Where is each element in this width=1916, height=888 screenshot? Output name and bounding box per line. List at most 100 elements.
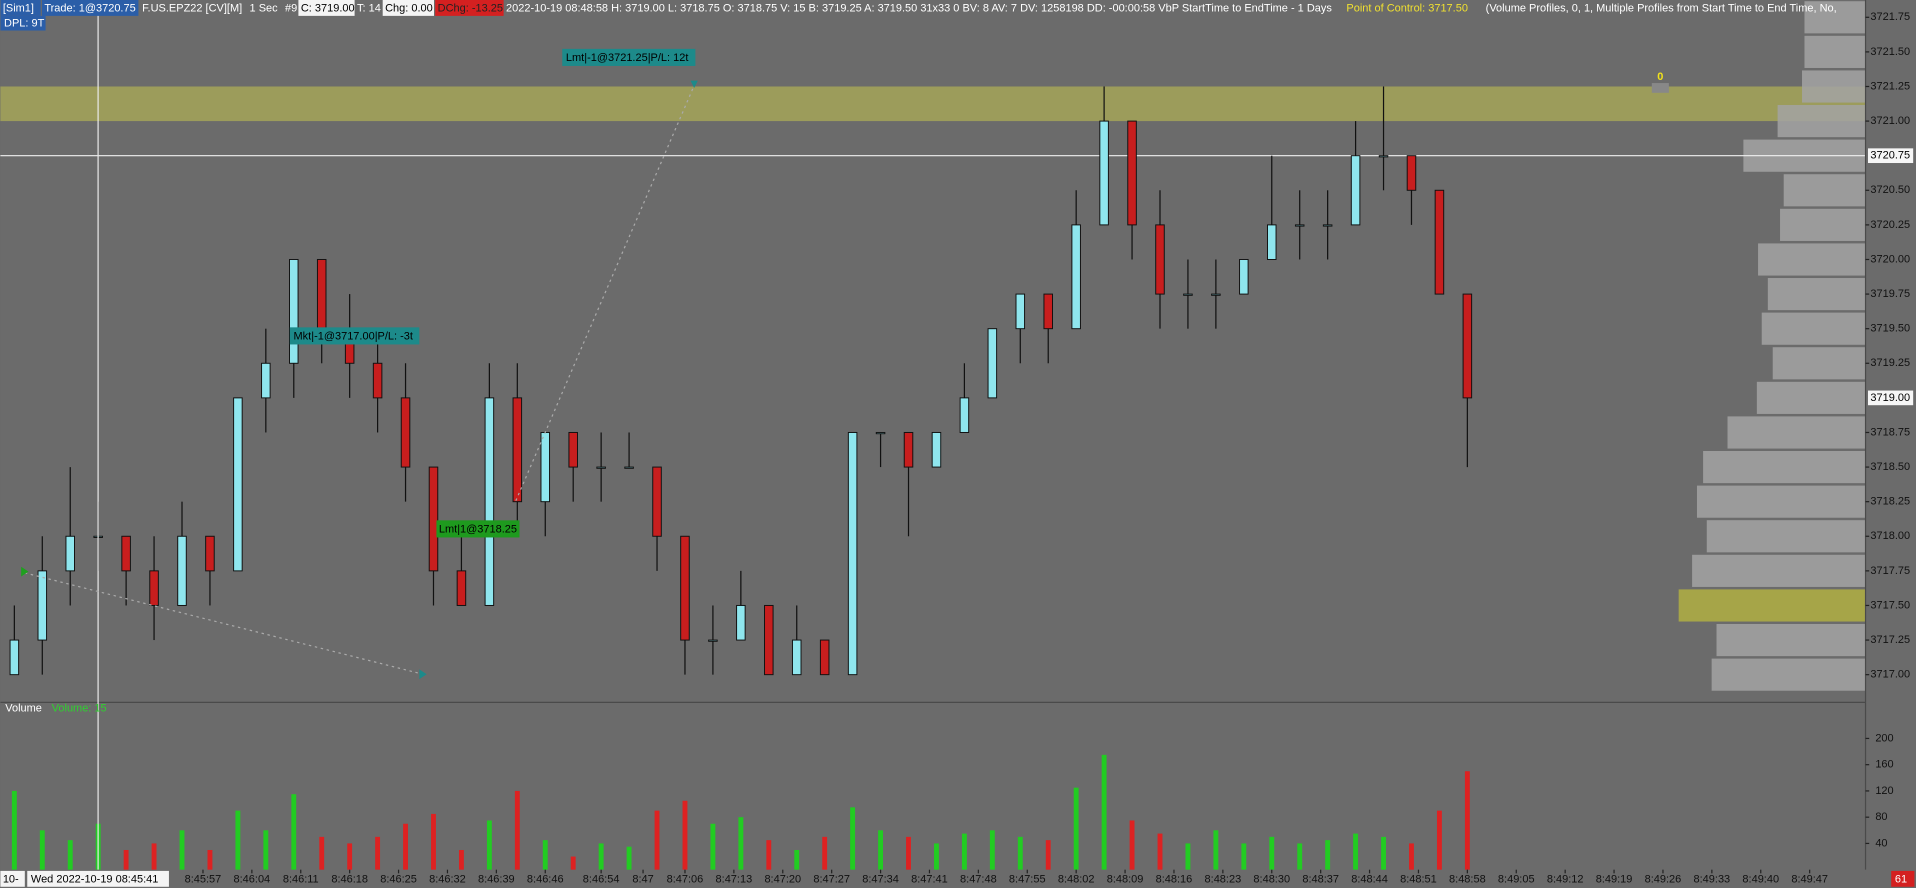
y-tick-label: 3720.25 — [1870, 219, 1910, 231]
ticks: T: 14 — [357, 2, 381, 14]
profile-bar — [1678, 589, 1866, 622]
profile-bar — [1703, 450, 1866, 484]
candle-body — [903, 431, 914, 468]
x-tick-label: 8:47:27 — [813, 873, 850, 885]
volume-bar — [906, 836, 911, 870]
x-tick-label: 8:46:54 — [583, 873, 620, 885]
x-tick-label: 8:49:12 — [1547, 873, 1584, 885]
candle-body — [37, 570, 48, 641]
profile-bar — [1692, 554, 1866, 587]
profile-bar — [1804, 35, 1866, 68]
y-tick-label: 3720.00 — [1870, 253, 1910, 265]
header-box — [0, 0, 41, 16]
interval: 1 Sec — [250, 2, 279, 14]
y-tick-label: 3718.00 — [1870, 530, 1910, 542]
trade: Trade: 1@3720.75 — [44, 2, 135, 14]
candle-body — [1155, 224, 1165, 295]
profile-bar — [1756, 381, 1866, 414]
x-tick-label: 8:48:58 — [1449, 873, 1486, 885]
candle-body — [1239, 258, 1249, 295]
change: Chg: 0.00 — [385, 2, 433, 14]
x-tick-label: 8:47:55 — [1009, 873, 1046, 885]
x-tick-label: 8:48:09 — [1107, 873, 1144, 885]
candle-body — [233, 397, 243, 572]
volume-tick-label: 200 — [1875, 732, 1893, 744]
volume-bar — [291, 794, 297, 870]
y-tick-label: 3721.50 — [1870, 46, 1910, 58]
y-tick-label: 3718.75 — [1870, 426, 1910, 438]
y-tick-label: 3717.50 — [1870, 599, 1910, 611]
volume-bar — [319, 836, 325, 870]
volume-bar — [347, 843, 353, 870]
volume-legend: Volume: 15 — [52, 702, 107, 714]
volume-bar — [514, 790, 520, 870]
zone-label: 0 — [1657, 71, 1663, 83]
x-tick-label: 8:47:34 — [862, 873, 899, 885]
candle-body — [1071, 224, 1081, 330]
price-marker-box — [1867, 148, 1914, 164]
y-tick-label: 3717.25 — [1870, 634, 1910, 646]
cursor-time: Wed 2022-10-19 08:45:41 — [31, 873, 158, 885]
info: 2022-10-19 08:48:58 H: 3719.00 L: 3718.7… — [506, 2, 1332, 14]
x-tick-label: 8:48:16 — [1156, 873, 1193, 885]
x-tick-label: 8:47:06 — [667, 873, 704, 885]
price-marker-box — [1867, 390, 1914, 406]
volume-bar — [1381, 836, 1386, 870]
candle-body — [121, 535, 131, 572]
volume-bar — [431, 813, 436, 870]
candle-body — [540, 431, 551, 503]
zone-label-box — [1651, 83, 1669, 93]
volume-bar — [263, 830, 269, 870]
bar-count: #9 — [285, 2, 297, 14]
volume-bar — [766, 840, 772, 870]
profile-bar — [1696, 485, 1866, 518]
volume-bar — [207, 849, 213, 870]
volume-bar — [626, 846, 632, 870]
candle-body — [261, 362, 271, 399]
order-box — [436, 520, 520, 538]
volume-bar — [850, 807, 856, 870]
x-tick-label: 8:49:47 — [1791, 873, 1828, 885]
volume-tick-label: 160 — [1875, 759, 1893, 771]
candle-body — [959, 397, 970, 433]
candle-body — [1211, 293, 1221, 296]
y-tick-label: 3717.75 — [1870, 565, 1910, 577]
x-tick-label: 8:46:11 — [283, 873, 319, 885]
volume-bar — [1073, 787, 1079, 870]
profile-bar — [1727, 416, 1866, 449]
candle-body — [931, 431, 942, 468]
volume-bar — [1297, 843, 1303, 870]
profile-bar — [1772, 347, 1866, 380]
account: [Sim1] — [3, 2, 34, 14]
order-box — [562, 48, 696, 66]
order-label: Lmt|1@3718.25 — [439, 523, 517, 535]
candle-body — [9, 639, 20, 676]
corner-badge: 61 — [1895, 873, 1907, 885]
instrument: F.US.EPZ22 [CV][M] — [142, 2, 242, 14]
candle-body — [1127, 120, 1137, 226]
x-tick-label: 8:47:20 — [764, 873, 801, 885]
dpl: DPL: 9T — [4, 18, 45, 30]
profile-bar — [1783, 174, 1866, 207]
profile-bar — [1758, 243, 1866, 276]
volume-bar — [570, 856, 576, 870]
exit-marker — [690, 80, 698, 88]
candle-body — [1043, 293, 1053, 330]
profile-bar — [1802, 70, 1866, 103]
x-tick-label: 8:46:04 — [234, 873, 271, 885]
volume-bar — [822, 836, 828, 870]
candle-body — [764, 604, 774, 676]
volume-bar — [1101, 754, 1107, 870]
candle-body — [736, 604, 746, 641]
zone — [0, 86, 1866, 122]
y-tick-label: 3719.25 — [1870, 357, 1910, 369]
candle-body — [65, 535, 75, 572]
candle-body — [1406, 155, 1417, 191]
x-tick-label: 8:48:37 — [1302, 873, 1339, 885]
volume-bar — [878, 830, 884, 870]
price-marker-label: 3719.00 — [1870, 392, 1910, 404]
volume-bar — [151, 843, 157, 870]
